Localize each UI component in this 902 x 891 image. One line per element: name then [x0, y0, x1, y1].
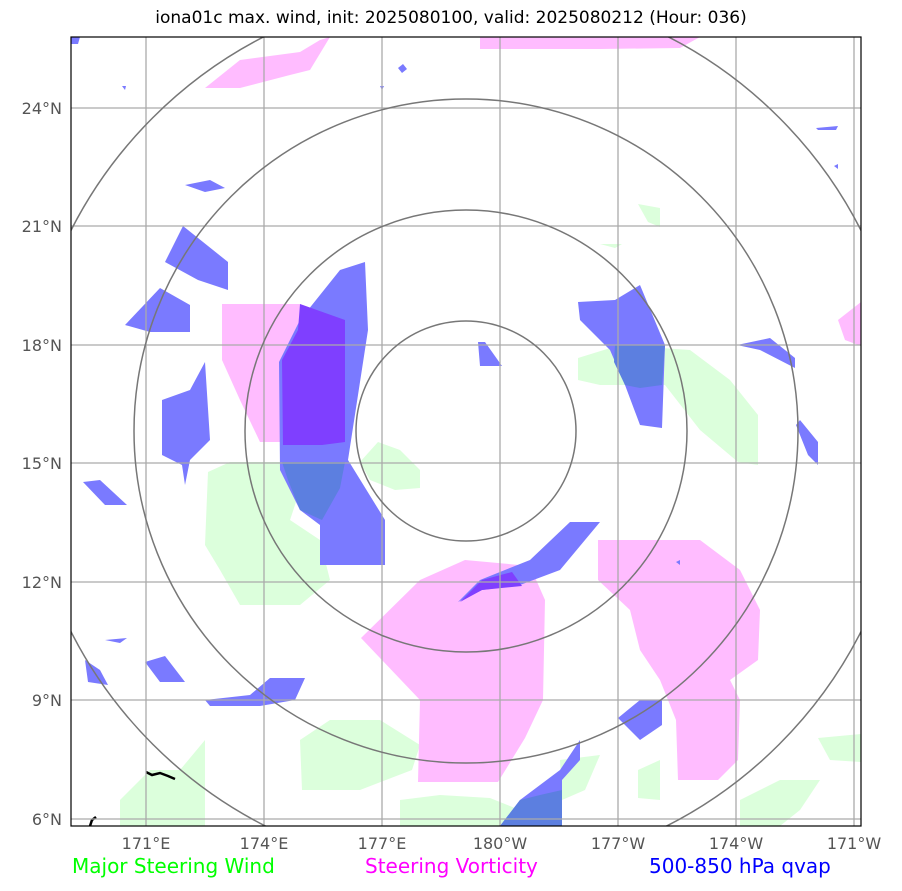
- qvap-vorticity-overlap: [460, 572, 522, 602]
- qvap-wind-overlap: [500, 790, 562, 826]
- steering-wind-region: [600, 244, 622, 248]
- qvap-region: [165, 226, 228, 290]
- steering-wind-region: [205, 462, 330, 605]
- overlap-layer: [282, 304, 665, 826]
- coastline: [88, 770, 176, 826]
- range-rings: [71, 37, 861, 826]
- qvap-region: [816, 126, 838, 130]
- steering-wind-region: [578, 345, 758, 465]
- coastline-segment: [145, 770, 176, 781]
- steering-vorticity-region: [361, 560, 545, 782]
- lon-label: 177°W: [591, 834, 646, 853]
- qvap-region: [162, 362, 210, 485]
- qvap-region: [83, 480, 127, 505]
- lon-label: 177°E: [358, 834, 407, 853]
- steering-vorticity-region: [838, 302, 861, 346]
- qvap-region: [105, 638, 127, 643]
- lon-label: 171°W: [827, 834, 882, 853]
- qvap-region: [478, 342, 502, 366]
- plot-frame: [70, 36, 862, 827]
- lon-label: 174°W: [709, 834, 764, 853]
- map-plot-area: [71, 37, 861, 826]
- qvap-region: [618, 700, 662, 740]
- lat-label: 12°N: [22, 573, 62, 592]
- legend-steering-wind: Major Steering Wind: [72, 854, 275, 878]
- lon-label: 171°E: [122, 834, 171, 853]
- range-ring-1: [355, 320, 577, 542]
- lon-label: 174°E: [240, 834, 289, 853]
- lat-label: 9°N: [32, 691, 62, 710]
- steering-wind-region: [120, 740, 205, 826]
- steering-wind-region: [740, 780, 820, 826]
- qvap-region: [205, 678, 305, 706]
- lon-label: 180°W: [473, 834, 528, 853]
- coastline-segment: [88, 816, 97, 826]
- lat-label: 18°N: [22, 336, 62, 355]
- steering-vorticity-region: [205, 37, 330, 88]
- qvap-wind-overlap: [614, 345, 665, 388]
- steering-wind-region: [300, 720, 420, 790]
- qvap-region: [71, 37, 80, 44]
- steering-wind-region: [400, 795, 520, 826]
- lat-label: 6°N: [32, 810, 62, 829]
- qvap-wind-overlap: [282, 462, 345, 520]
- qvap-region: [122, 86, 126, 90]
- qvap-region: [398, 64, 407, 73]
- range-ring-2: [244, 209, 688, 653]
- range-ring-3: [133, 98, 799, 764]
- latitude-labels: 24°N 21°N 18°N 15°N 12°N 9°N 6°N: [22, 99, 62, 829]
- lat-label: 24°N: [22, 99, 62, 118]
- map-title: iona01c max. wind, init: 2025080100, val…: [155, 8, 747, 28]
- steering-wind-region: [638, 760, 660, 800]
- steering-wind-region: [638, 204, 660, 227]
- steering-vorticity-region: [480, 37, 700, 49]
- steering-vorticity-layer: [205, 37, 861, 782]
- steering-wind-region: [360, 442, 420, 490]
- qvap-region: [185, 180, 225, 192]
- lat-lon-grid: [71, 37, 861, 826]
- legend-qvap: 500-850 hPa qvap: [649, 854, 831, 878]
- lat-label: 21°N: [22, 217, 62, 236]
- qvap-vorticity-overlap: [282, 304, 345, 445]
- steering-wind-region: [818, 734, 861, 762]
- qvap-region: [145, 656, 185, 682]
- lat-label: 15°N: [22, 454, 62, 473]
- legend-steering-vorticity: Steering Vorticity: [365, 854, 538, 878]
- qvap-region: [834, 164, 838, 169]
- steering-vorticity-region: [598, 540, 760, 780]
- longitude-labels: 171°E 174°E 177°E 180°W 177°W 174°W 171°…: [122, 834, 882, 853]
- qvap-region: [676, 560, 680, 565]
- qvap-region: [796, 420, 818, 465]
